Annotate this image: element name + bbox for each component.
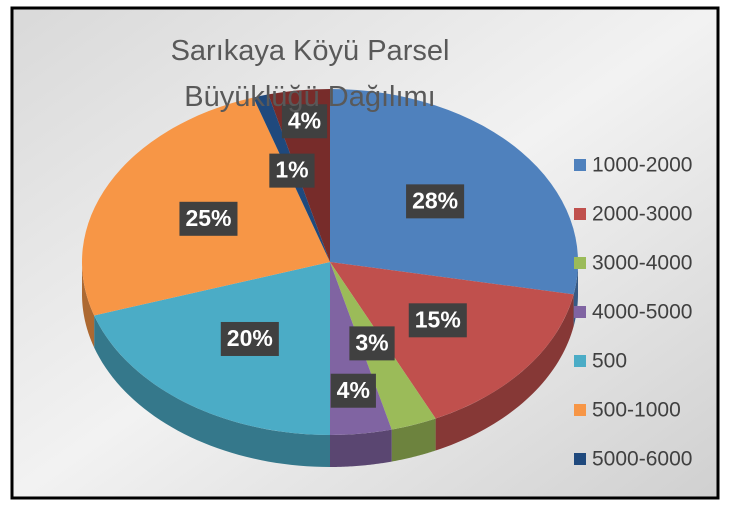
slice-side	[82, 262, 95, 348]
legend-label: 2000-3000	[592, 203, 692, 226]
data-label: 20%	[227, 325, 273, 351]
slice	[94, 262, 330, 435]
legend-swatch	[574, 208, 586, 220]
legend-swatch	[574, 257, 586, 269]
legend-label: 4000-5000	[592, 301, 692, 324]
data-label: 15%	[415, 306, 461, 332]
data-label: 25%	[185, 205, 231, 231]
legend-label: 500-1000	[592, 399, 681, 422]
data-label-box	[408, 303, 467, 338]
legend-swatch	[574, 159, 586, 171]
data-label-box	[281, 104, 328, 139]
legend-label: 3000-4000	[592, 252, 692, 275]
slice-side	[435, 294, 574, 451]
slice	[330, 262, 574, 419]
pie	[81, 89, 579, 467]
legend-swatch	[574, 404, 586, 416]
data-label: 3%	[355, 329, 388, 355]
data-label-box	[406, 184, 465, 219]
data-label-box	[179, 201, 238, 236]
data-label-box	[330, 373, 376, 408]
data-label: 28%	[412, 187, 458, 213]
data-label-box	[349, 326, 395, 361]
data-label-box	[269, 153, 315, 188]
legend-label: 500	[592, 350, 627, 373]
data-label: 4%	[337, 377, 370, 403]
slice-side	[391, 418, 436, 462]
slice-side	[330, 429, 392, 467]
data-label: 1%	[275, 157, 308, 183]
slice-side	[94, 315, 330, 467]
data-label-box	[220, 321, 279, 356]
legend-swatch	[574, 355, 586, 367]
legend-label: 1000-2000	[592, 154, 692, 177]
data-labels: 28% 15% 3% 4% 20% 25% 1% 4%	[179, 104, 467, 408]
data-label: 4%	[288, 107, 321, 133]
legend-swatch	[574, 306, 586, 318]
legend-swatch	[574, 453, 586, 465]
chart-title: Sarıkaya Köyü Parsel Büyüklüğü Dağılımı	[170, 35, 450, 113]
legend-label: 5000-6000	[592, 448, 692, 471]
legend: 1000-2000 2000-3000 3000-4000 4000-5000 500 5…	[574, 154, 692, 471]
